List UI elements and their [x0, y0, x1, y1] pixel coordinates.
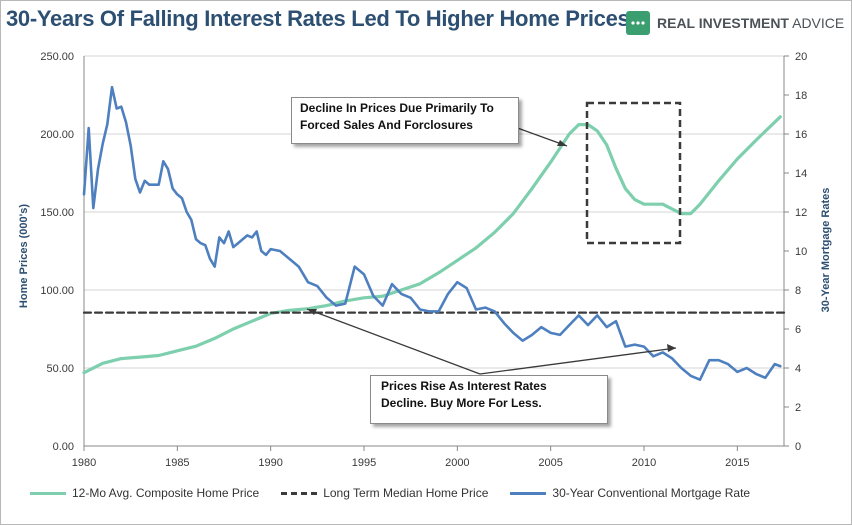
- series-layer: [82, 85, 786, 382]
- legend-label-mortgage: 30-Year Conventional Mortgage Rate: [552, 486, 751, 500]
- chart-title: 30-Years Of Falling Interest Rates Led T…: [6, 6, 630, 31]
- x-tick-label: 1985: [165, 457, 189, 469]
- mortgage-rate-line: [82, 85, 782, 382]
- y-right-tick-label: 6: [795, 324, 801, 336]
- arrow-top-head: [557, 140, 567, 146]
- y-right-tick-label: 12: [795, 207, 807, 219]
- annotation-foreclosures: Decline In Prices Due Primarily To Force…: [291, 97, 519, 144]
- brand-name-bold: REAL INVESTMENT: [657, 15, 789, 31]
- y-right-tick-label: 16: [795, 129, 807, 141]
- gridlines: [84, 55, 784, 369]
- x-tick-label: 2010: [632, 457, 656, 469]
- x-tick-label: 1990: [258, 457, 282, 469]
- annotation-arrows: [306, 125, 677, 375]
- x-tick-label: 1980: [72, 457, 96, 469]
- y-left-tick-label: 250.00: [40, 51, 74, 63]
- legend-swatch-home-price: [30, 491, 66, 495]
- arrow-left-head: [307, 309, 317, 315]
- legend-swatch-mortgage: [510, 491, 547, 495]
- x-tick-label: 2000: [445, 457, 469, 469]
- arrow-right: [479, 347, 677, 375]
- dots-icon: [626, 11, 650, 35]
- legend-label-median: Long Term Median Home Price: [323, 486, 489, 500]
- y-right-tick-label: 0: [795, 441, 801, 453]
- x-tick-label: 2005: [538, 457, 562, 469]
- decline-highlight-box: [585, 101, 682, 245]
- y-left-tick-label: 200.00: [40, 129, 74, 141]
- home-price-line: [82, 115, 782, 375]
- y-left-label: Home Prices (000's): [18, 204, 30, 308]
- brand-name: REAL INVESTMENT ADVICE: [657, 15, 844, 31]
- x-tick-label: 2015: [725, 457, 749, 469]
- y-right-tick-label: 20: [795, 51, 807, 63]
- arrow-top: [511, 125, 568, 147]
- brand-logo: REAL INVESTMENT ADVICE: [626, 10, 844, 36]
- y-right-tick-label: 4: [795, 363, 801, 375]
- legend: 12-Mo Avg. Composite Home Price Long Ter…: [30, 486, 772, 500]
- y-right-tick-label: 18: [795, 90, 807, 102]
- y-left-tick-label: 0.00: [53, 441, 74, 453]
- y-left-tick-label: 50.00: [46, 363, 74, 375]
- arrow-right-head: [667, 344, 676, 352]
- legend-label-home-price: 12-Mo Avg. Composite Home Price: [72, 486, 260, 500]
- legend-item-median: Long Term Median Home Price: [281, 486, 488, 500]
- arrow-left: [306, 308, 481, 375]
- legend-item-home-price: 12-Mo Avg. Composite Home Price: [30, 486, 259, 500]
- y-left-tick-label: 150.00: [40, 207, 74, 219]
- y-right-tick-label: 14: [795, 168, 807, 180]
- annotation-rates: Prices Rise As Interest Rates Decline. B…: [370, 375, 608, 424]
- y-right-tick-label: 8: [795, 285, 801, 297]
- x-tick-label: 1995: [352, 457, 376, 469]
- brand-name-regular: ADVICE: [788, 15, 845, 31]
- axes: 0.00 50.00 100.00 150.00 200.00 250.00 0 2 4 6 8 10…: [40, 51, 807, 469]
- y-right-tick-label: 10: [795, 246, 807, 258]
- y-left-tick-label: 100.00: [40, 285, 74, 297]
- y-right-label: 30-Year Mortgage Rates: [820, 188, 832, 313]
- legend-item-mortgage: 30-Year Conventional Mortgage Rate: [510, 486, 750, 500]
- legend-swatch-median: [281, 491, 318, 495]
- y-right-tick-label: 2: [795, 402, 801, 414]
